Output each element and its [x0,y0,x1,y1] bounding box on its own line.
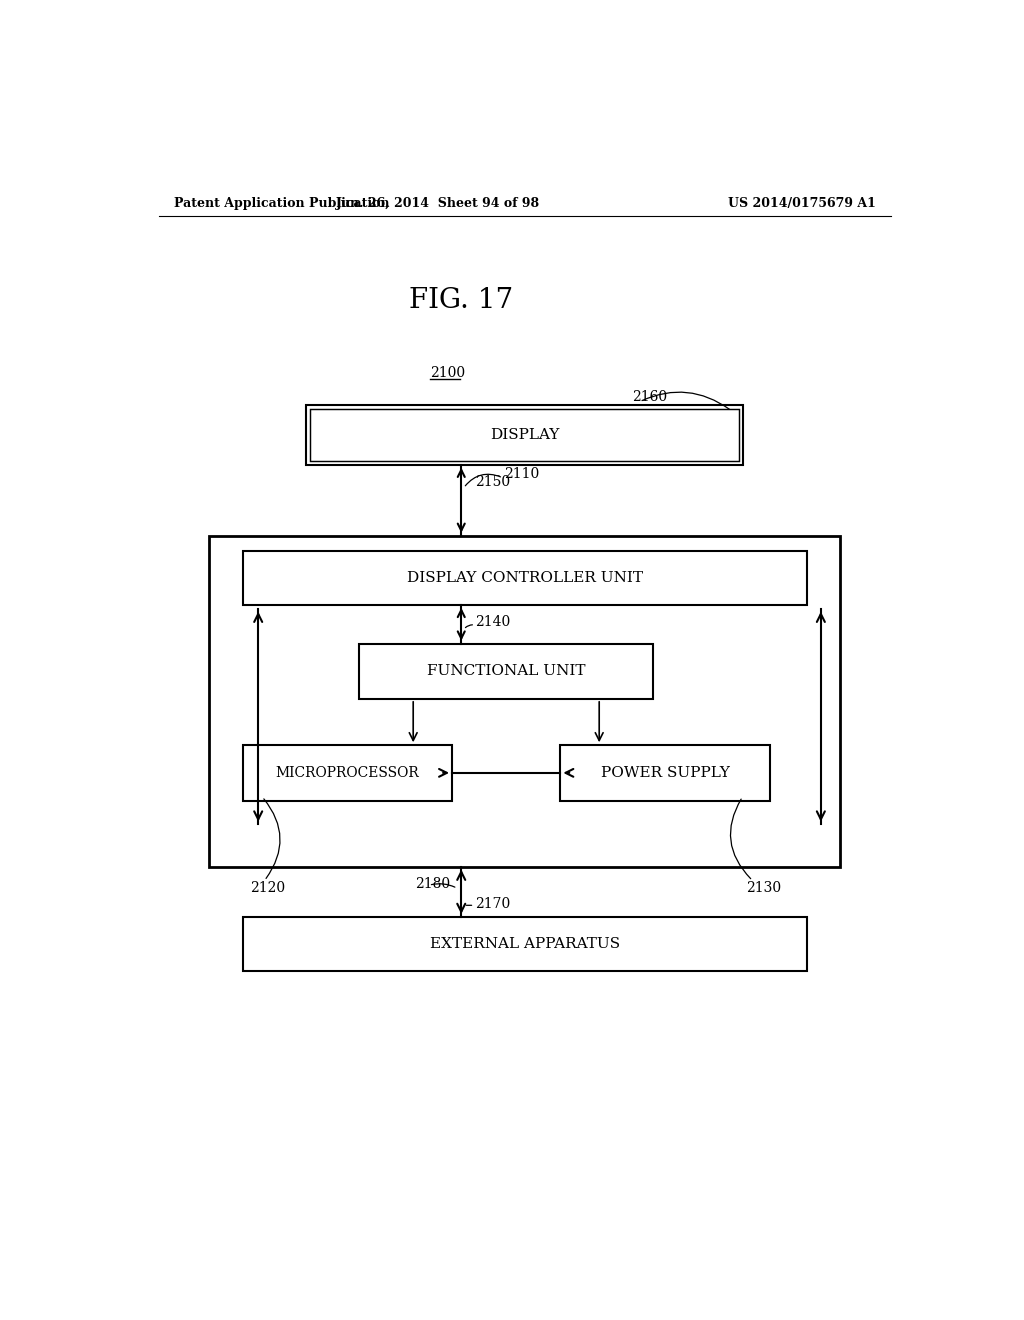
Text: FIG. 17: FIG. 17 [410,288,513,314]
Bar [243,552,807,605]
Text: Jun. 26, 2014  Sheet 94 of 98: Jun. 26, 2014 Sheet 94 of 98 [336,197,540,210]
Text: POWER SUPPLY: POWER SUPPLY [601,766,729,780]
Bar [243,917,807,970]
Bar [243,744,452,800]
Text: EXTERNAL APPARATUS: EXTERNAL APPARATUS [430,937,620,950]
Text: 2140: 2140 [475,615,510,628]
Text: DISPLAY CONTROLLER UNIT: DISPLAY CONTROLLER UNIT [407,572,643,585]
Text: US 2014/0175679 A1: US 2014/0175679 A1 [728,197,877,210]
Text: DISPLAY: DISPLAY [490,428,559,442]
Text: 2100: 2100 [430,367,465,380]
Bar [209,536,841,867]
Bar [310,409,739,461]
Text: MICROPROCESSOR: MICROPROCESSOR [275,766,419,780]
Bar [359,644,653,700]
Text: Patent Application Publication: Patent Application Publication [174,197,390,210]
Text: 2120: 2120 [251,880,286,895]
Text: 2180: 2180 [415,876,450,891]
Bar [560,744,770,800]
Text: 2130: 2130 [746,880,781,895]
Bar [306,405,743,465]
Text: 2110: 2110 [504,467,539,480]
Text: FUNCTIONAL UNIT: FUNCTIONAL UNIT [427,664,586,678]
Text: 2160: 2160 [632,391,667,404]
Text: 2150: 2150 [475,475,510,488]
Text: 2170: 2170 [475,896,510,911]
